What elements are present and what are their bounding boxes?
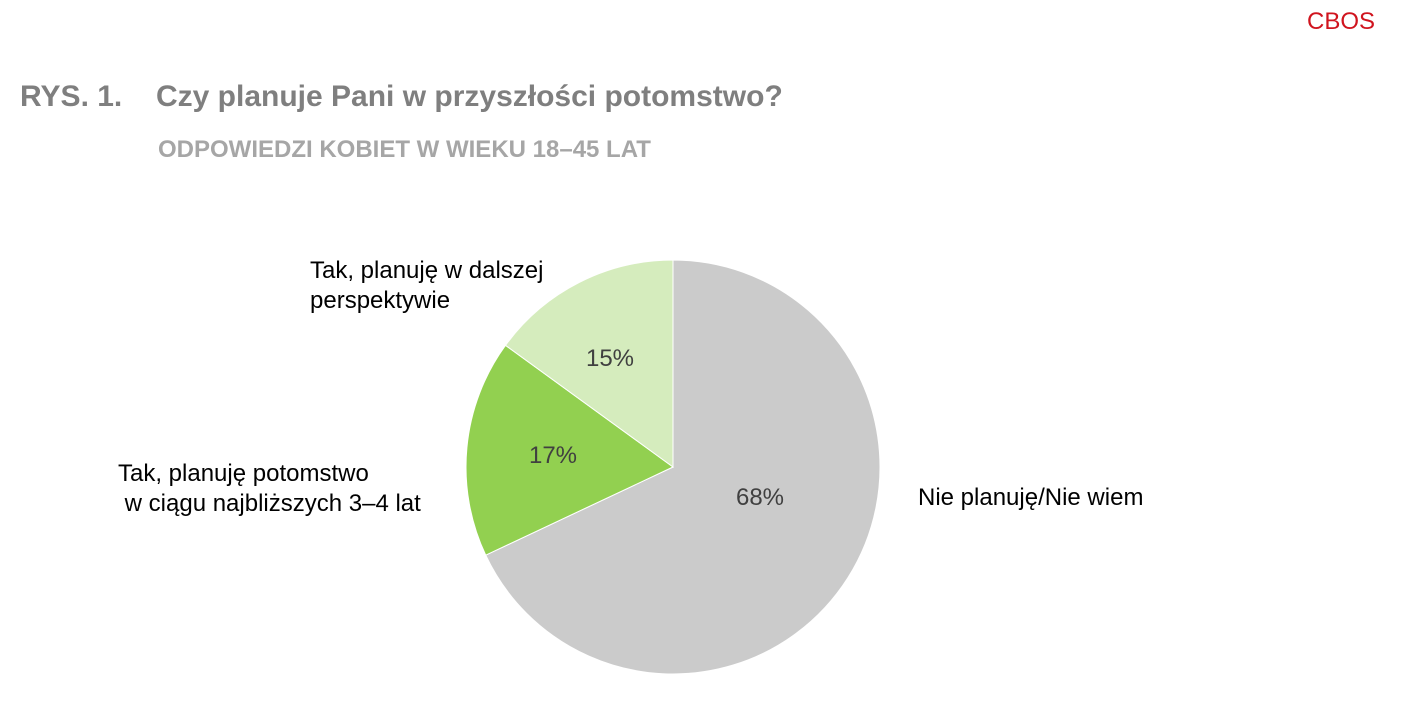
pie-slice-tak-planuje-potomstwo <box>465 344 674 556</box>
data-label-tak-planuje-potomstwo: 17% <box>529 442 577 469</box>
pie-slice-tak-planuje-w-dalszej <box>504 259 674 468</box>
category-label-tak-planuje-w-dalszej: Tak, planuję w dalszej perspektywie <box>310 257 543 314</box>
category-label-nie-planuje-nie-wiem: Nie planuję/Nie wiem <box>918 484 1143 511</box>
category-label-tak-planuje-potomstwo: Tak, planuję potomstwo w ciągu najbliższ… <box>118 460 421 517</box>
brand-logo-text: CBOS <box>1307 8 1376 35</box>
chart-title: Czy planuje Pani w przyszłości potomstwo… <box>156 80 783 113</box>
data-label-nie-planuje-nie-wiem: 68% <box>736 484 784 511</box>
chart-subtitle: ODPOWIEDZI KOBIET W WIEKU 18–45 LAT <box>158 136 651 163</box>
data-label-tak-planuje-w-dalszej: 15% <box>586 345 634 372</box>
figure-heading: RYS. 1. Czy planuje Pani w przyszłości po… <box>20 80 783 114</box>
figure-number: RYS. 1. <box>20 80 123 113</box>
pie-slice-nie-planuje-nie-wiem <box>485 259 881 675</box>
